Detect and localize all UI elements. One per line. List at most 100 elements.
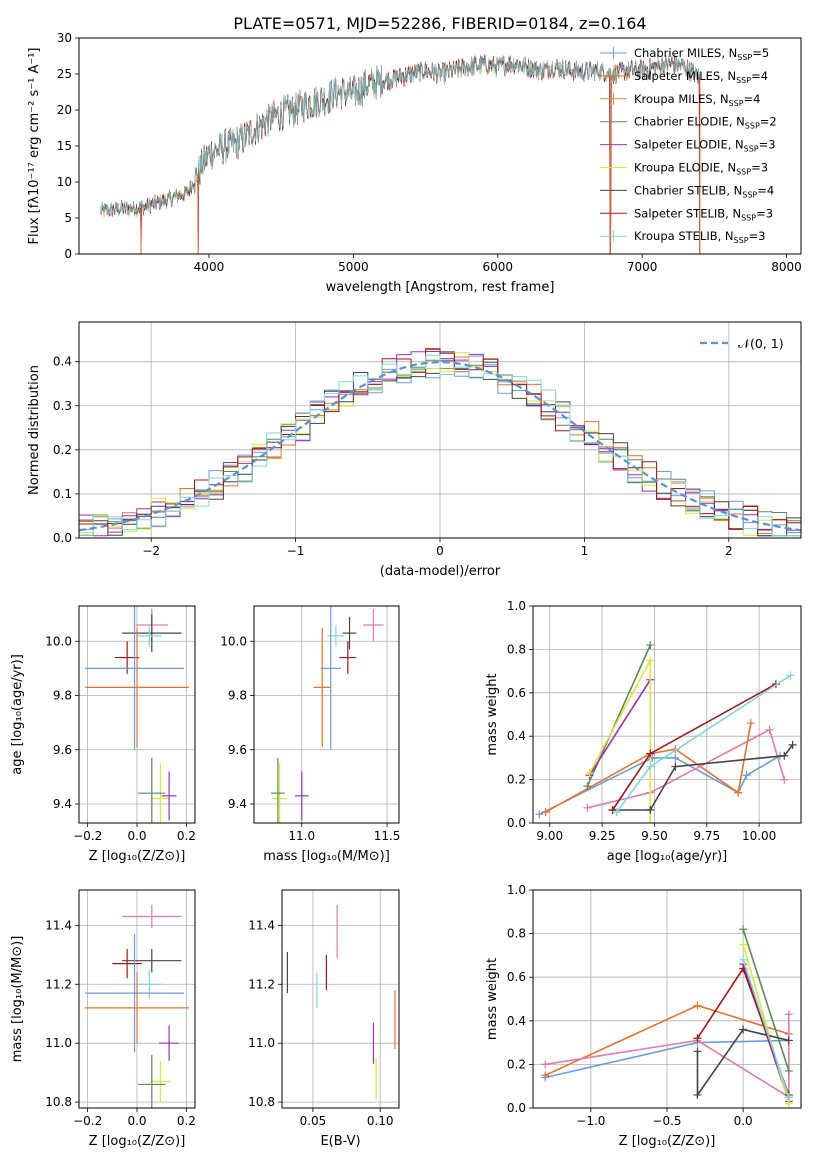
legend-count: =3	[759, 138, 776, 152]
legend-label: Salpeter STELIB, NSSP=3	[634, 206, 773, 222]
weight-point-marker	[693, 1001, 702, 1010]
weight-point-marker	[646, 762, 655, 771]
legend-count: =2	[760, 115, 777, 129]
mass-vs-ebv-panel: 0.05 0.10 10.8 11.0 11.2 11.4 E(B-V)	[248, 889, 400, 1149]
legend-subscript: SSP	[737, 53, 752, 62]
y-tick-label: 11.0	[45, 1036, 72, 1050]
weight-vs-age-panel: 9.00 9.25 9.50 9.75 10.00 0.0 0.2 0.4 0.6 0.8 1.0 a…	[485, 599, 802, 864]
y-tick-label: 9.8	[53, 689, 72, 703]
y-tick-label: 20	[57, 103, 72, 117]
x-tick-label: −1	[287, 544, 305, 558]
x-tick-label: 0.2	[177, 829, 196, 843]
weight-point-marker	[541, 808, 550, 817]
x-tick-label: 0	[436, 544, 444, 558]
weight-series-line	[742, 959, 790, 1098]
age-vs-mass-plot-area	[271, 606, 384, 823]
legend-count: =5	[752, 46, 769, 60]
histogram-series	[79, 354, 801, 537]
x-tick-label: 9.00	[536, 829, 563, 843]
y-tick-label: 11.0	[248, 1036, 275, 1050]
axes-frame	[532, 889, 802, 1109]
weight-point-marker	[739, 940, 748, 949]
x-tick-label: 9.75	[693, 829, 720, 843]
weight-point-marker	[646, 641, 655, 650]
weight-point-marker	[608, 805, 617, 814]
x-tick-label: 7000	[627, 260, 658, 274]
age-vs-Z-plot-area	[85, 606, 189, 823]
y-axis-label: mass weight	[485, 673, 500, 755]
x-tick-label: 0.10	[367, 1114, 394, 1128]
axes-frame	[78, 321, 802, 539]
x-axis-label: wavelength [Angstrom, rest frame]	[326, 280, 555, 295]
x-tick-label: −0.2	[73, 829, 102, 843]
weight-point-marker	[788, 740, 797, 749]
weight-point-marker	[671, 753, 680, 762]
legend-subscript: SSP	[736, 168, 751, 177]
x-tick-label: −0.5	[652, 1114, 681, 1128]
y-tick-label: 0	[64, 247, 72, 261]
legend-label: Salpeter ELODIE, NSSP=3	[634, 138, 776, 154]
y-tick-label: 5	[64, 211, 72, 225]
weight-point-marker	[646, 805, 655, 814]
residuals-plot-area	[79, 348, 801, 537]
mass-vs-Z-plot-area	[85, 904, 189, 1108]
x-axis-label: Z [log₁₀(Z/Z⊙)]	[89, 1134, 186, 1149]
y-tick-label: 0.6	[507, 970, 526, 984]
weight-series-line	[538, 755, 781, 816]
x-tick-label: 9.50	[641, 829, 668, 843]
legend-count: =3	[756, 206, 773, 220]
weight-series-line	[611, 683, 777, 811]
weight-point-marker	[765, 725, 774, 734]
weight-point-marker	[541, 1060, 550, 1069]
legend-label: Kroupa STELIB, NSSP=3	[634, 229, 765, 245]
y-tick-label: 9.4	[53, 797, 72, 811]
x-axis-label: mass [log₁₀(M/M⊙)]	[263, 849, 390, 864]
legend-subscript: SSP	[744, 145, 759, 154]
weight-point-marker	[693, 1034, 702, 1043]
x-tick-label: 0.2	[177, 1114, 196, 1128]
weight-point-marker	[739, 955, 748, 964]
legend-count: =4	[744, 92, 761, 106]
x-axis-label: age [log₁₀(age/yr)]	[607, 849, 728, 864]
y-tick-label: 1.0	[507, 599, 526, 613]
x-tick-label: 0.05	[300, 1114, 327, 1128]
y-tick-label: 0.2	[507, 1057, 526, 1071]
y-axis-label: mass [log₁₀(M/M⊙)]	[10, 936, 25, 1063]
x-tick-label: 0.0	[127, 1114, 146, 1128]
y-tick-label: 15	[57, 139, 72, 153]
axes-frame	[532, 605, 802, 824]
x-tick-label: −0.2	[73, 1114, 102, 1128]
age-vs-mass-panel: 11.0 11.5 9.4 9.6 9.8 10.0 mass [log₁₀(M/M⊙)]	[220, 605, 400, 864]
x-tick-label: 10.00	[742, 829, 776, 843]
weight-point-marker	[780, 751, 789, 760]
x-axis-label: Z [log₁₀(Z/Z⊙)]	[89, 849, 186, 864]
x-tick-label: 5000	[338, 260, 369, 274]
y-tick-label: 11.4	[248, 918, 275, 932]
y-tick-label: 0.4	[507, 1014, 526, 1028]
axes-frame	[78, 37, 802, 255]
legend-subscript: SSP	[734, 236, 749, 245]
y-tick-label: 0.8	[507, 927, 526, 941]
weight-vs-Z-plot-area	[541, 925, 793, 1108]
y-tick-label: 10.8	[45, 1095, 72, 1109]
legend: Chabrier MILES, NSSP=5 Salpeter MILES, NS…	[600, 46, 777, 245]
y-tick-label: 30	[57, 31, 72, 45]
weight-point-marker	[693, 1090, 702, 1099]
y-tick-label: 0.3	[53, 399, 72, 413]
y-tick-label: 11.2	[248, 977, 275, 991]
y-axis-label: Flux [fλ10⁻¹⁷ erg cm⁻² s⁻¹ A⁻¹]	[27, 48, 42, 245]
y-tick-label: 0.0	[507, 816, 526, 830]
legend-label: Kroupa ELODIE, NSSP=3	[634, 161, 768, 177]
legend-subscript: SSP	[741, 213, 756, 222]
weight-point-marker	[535, 810, 544, 819]
x-axis-label: E(B-V)	[320, 1134, 360, 1149]
residuals-panel: −2 −1 0 1 2 0.0 0.1 0.2 0.3 0.4 (data-model)/error…	[27, 321, 802, 579]
weight-point-marker	[784, 1066, 793, 1075]
legend-label: 𝒩(0, 1)	[738, 336, 784, 351]
normal-curve	[79, 360, 801, 532]
spectrum-line	[100, 54, 700, 254]
x-tick-label: −1.0	[576, 1114, 605, 1128]
x-tick-label: 0.0	[734, 1114, 753, 1128]
weight-series-line	[742, 944, 790, 1104]
